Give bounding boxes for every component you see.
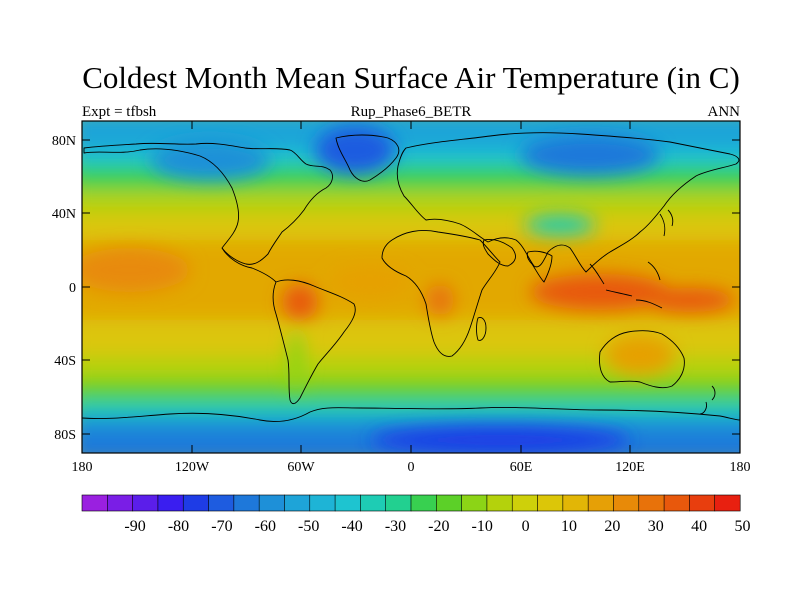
colorbar-swatch [385,494,412,512]
field-amazon [282,284,318,320]
coastline-arabia [482,239,516,267]
field-warm-pool-indian [530,274,670,310]
colorbar-swatch [714,494,741,512]
colorbar-label: 40 [691,518,707,535]
colorbar-label: -80 [168,518,189,535]
field-australia [605,335,675,375]
lat-label-equator: 0 [69,281,76,296]
colorbar-swatch [107,494,134,512]
field-east-antarctica [370,426,630,453]
colorbar-label: 0 [522,518,530,535]
colorbar-swatch [587,494,614,512]
coastline-europe-asia [396,132,740,273]
colorbar-label: -20 [428,518,449,535]
colorbar-label: -70 [211,518,232,535]
coastline-south-america [272,279,356,405]
colorbar-swatch [233,494,260,512]
colorbar-label: -50 [298,518,319,535]
coastline-southeast-asia [589,261,663,309]
season-label: ANN [708,104,741,120]
lon-label-120e: 120E [615,460,645,475]
colorbar-swatch [284,494,311,512]
colorbar-swatch [258,494,285,512]
lon-label-60w: 60W [287,460,315,475]
plot-title: Coldest Month Mean Surface Air Temperatu… [82,60,740,95]
coastline-madagascar [476,317,487,341]
experiment-label: Expt = tfbsh [82,104,157,120]
longitude-labels: 180 120W 60W 0 60E 120E 180 [72,460,751,475]
coastline-australia [599,330,685,389]
lat-label-80n: 80N [52,134,76,149]
lon-label-120w: 120W [175,460,210,475]
coastline-north-america [83,142,333,265]
colorbar-label: -60 [255,518,276,535]
coastlines [82,132,740,423]
colorbar-label: 50 [735,518,751,535]
colorbar-label: -10 [472,518,493,535]
field-band-north-subtrop [82,214,740,240]
colorbar-label: 30 [648,518,664,535]
colorbar [81,494,741,512]
colorbar-swatch [360,494,387,512]
colorbar-label: -30 [385,518,406,535]
colorbar-swatch [309,494,336,512]
coastline-india [526,250,553,283]
colorbar-swatch [436,494,463,512]
colorbar-label: 10 [561,518,577,535]
colorbar-label: -90 [124,518,145,535]
colorbar-swatch [638,494,665,512]
coastline-japan [659,209,674,237]
colorbar-label: 20 [604,518,620,535]
colorbar-swatch [81,494,108,512]
field-warm-pool-atlantic [330,266,410,298]
lon-label-60e: 60E [510,460,533,475]
colorbar-swatch [182,494,210,512]
lat-label-40n: 40N [52,207,76,222]
run-name-label: Rup_Phase6_BETR [351,104,472,120]
colorbar-swatch [663,494,690,512]
lon-label-180e: 180 [730,460,751,475]
colorbar-swatch [562,494,589,512]
colorbar-swatch [537,494,564,512]
coastline-central-america [221,247,277,283]
lon-label-180w: 180 [72,460,93,475]
field-siberia [520,135,660,175]
colorbar-swatch [132,494,159,512]
colorbar-swatch [410,494,437,512]
latitude-labels: 80N 40N 0 40S 80S [52,134,76,443]
colorbar-swatch [689,494,716,512]
coastline-africa [381,229,501,357]
field-warm-pool-west-pacific [645,288,735,312]
field-warm-pool-pacific [82,248,190,292]
lon-label-0: 0 [408,460,415,475]
tick-marks [81,121,741,453]
field-greenland [315,126,395,174]
field-band-north-midlat [82,190,740,216]
coastline-antarctica [82,406,740,423]
colorbar-labels: -90 -80 -70 -60 -50 -40 -30 -20 -10 0 10 20 30 40 50 [124,518,750,535]
field-himalaya [525,215,595,235]
colorbar-swatch [157,494,184,512]
lat-label-40s: 40S [54,354,76,369]
field-canada [150,140,270,180]
colorbar-swatch [486,494,513,512]
colorbar-swatch [208,494,235,512]
coastline-greenland [335,134,400,182]
colorbar-label: -40 [341,518,362,535]
colorbar-swatch [334,494,361,512]
field-andes [288,330,304,390]
field-congo [426,284,454,316]
colorbar-swatch [511,494,539,512]
lat-label-80s: 80S [54,428,76,443]
colorbar-swatch [461,494,488,512]
colorbar-swatch [613,494,640,512]
field-band-south-subpolar [82,380,740,402]
